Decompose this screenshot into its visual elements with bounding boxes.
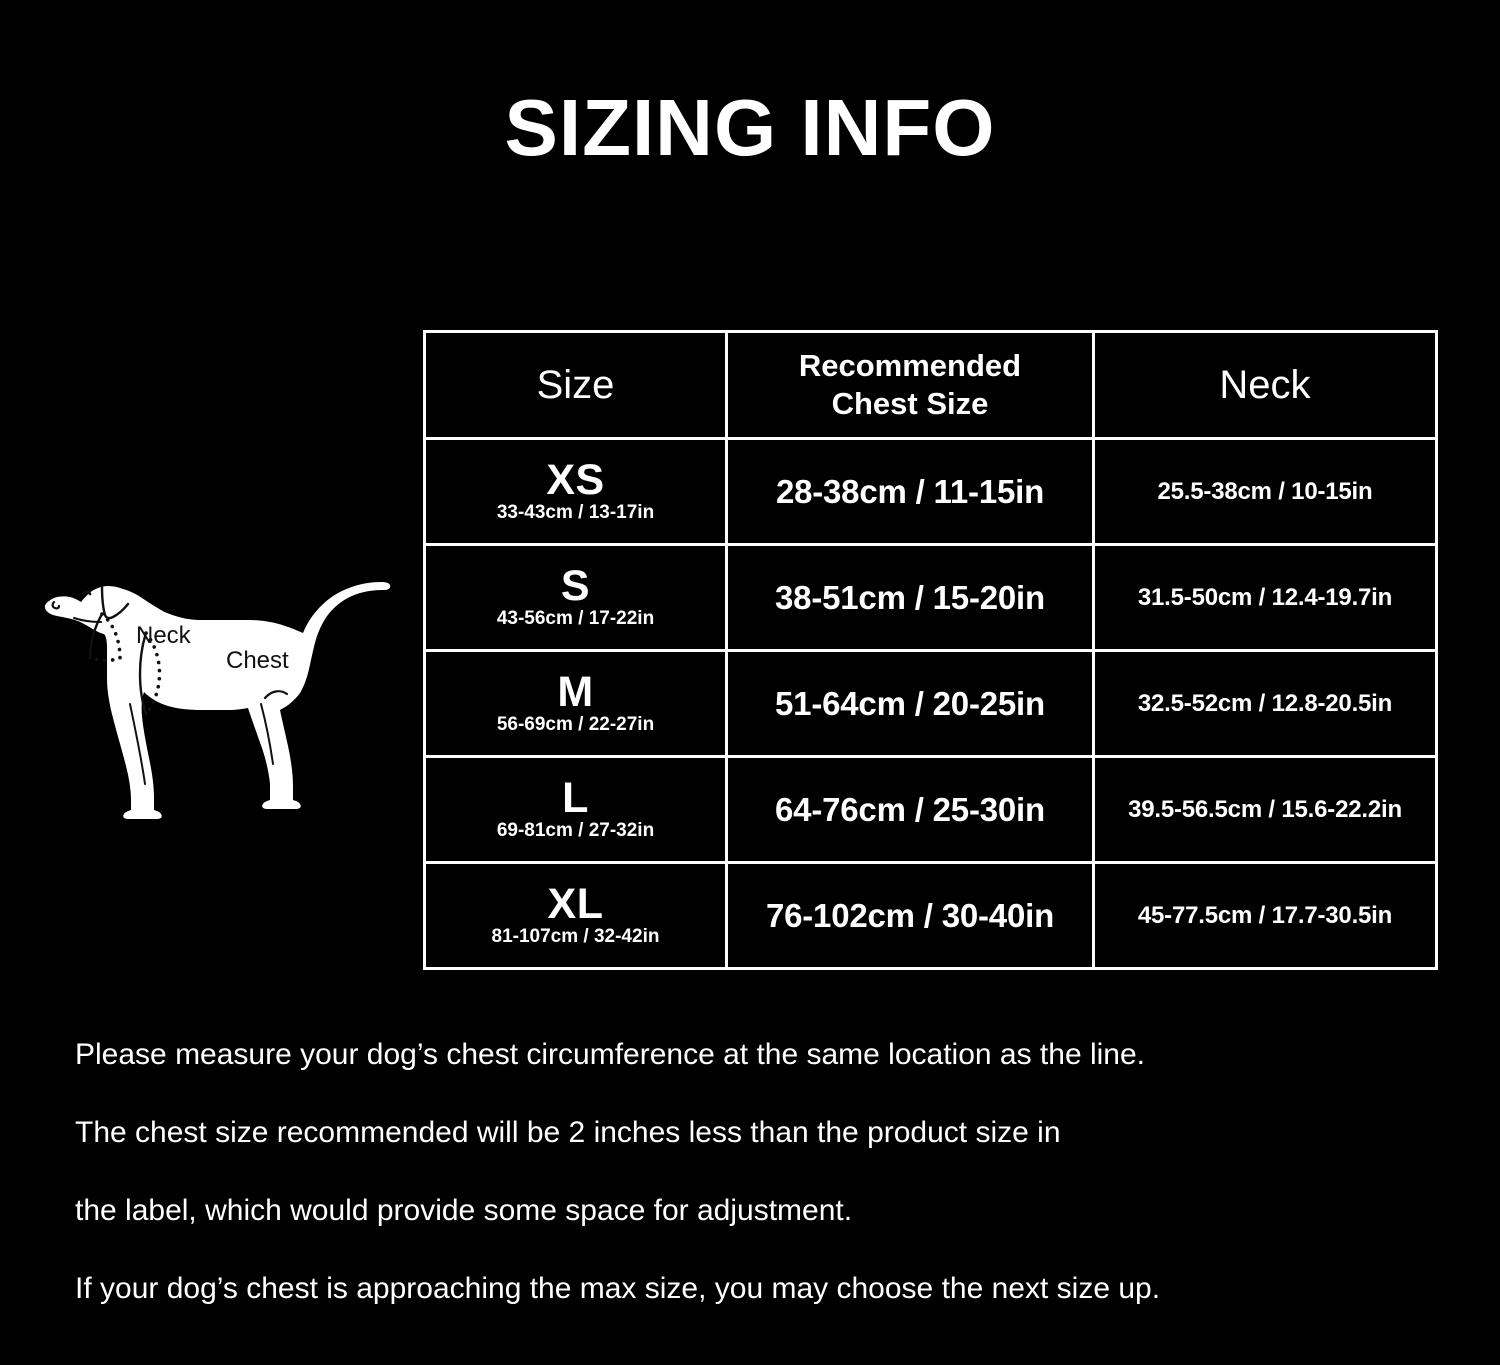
cell-chest-s: 38-51cm / 15-20in bbox=[725, 543, 1095, 652]
dog-nose-detail bbox=[51, 600, 61, 610]
table-row: XL 81-107cm / 32-42in 76-102cm / 30-40in… bbox=[423, 861, 1438, 970]
header-chest-line2: Chest Size bbox=[831, 386, 989, 421]
dog-body-shape bbox=[44, 582, 391, 819]
neck-measure-label: Neck bbox=[136, 622, 191, 649]
chest-measure-label: Chest bbox=[226, 647, 289, 674]
dog-eye bbox=[81, 590, 92, 596]
cell-chest-xl: 76-102cm / 30-40in bbox=[725, 861, 1095, 970]
cell-size-l: L 69-81cm / 27-32in bbox=[423, 755, 728, 864]
note-line-3: the label, which would provide some spac… bbox=[75, 1194, 853, 1227]
size-range: 33-43cm / 13-17in bbox=[496, 502, 655, 524]
note-line-2: The chest size recommended will be 2 inc… bbox=[75, 1116, 1061, 1149]
size-code: M bbox=[557, 667, 594, 716]
note-line-4: If your dog’s chest is approaching the m… bbox=[75, 1272, 1161, 1305]
dog-silhouette-icon bbox=[44, 582, 391, 819]
cell-size-m: M 56-69cm / 22-27in bbox=[423, 649, 728, 758]
cell-neck-m: 32.5-52cm / 12.8-20.5in bbox=[1092, 649, 1438, 758]
cell-size-xs: XS 33-43cm / 13-17in bbox=[423, 437, 728, 546]
size-range: 69-81cm / 27-32in bbox=[496, 820, 655, 842]
cell-neck-xs: 25.5-38cm / 10-15in bbox=[1092, 437, 1438, 546]
size-code: XL bbox=[547, 879, 604, 928]
chest-measure-solid bbox=[138, 631, 148, 716]
size-code: XS bbox=[546, 455, 605, 504]
table-header-row: Size Recommended Chest Size Neck bbox=[423, 330, 1438, 440]
size-range: 56-69cm / 22-27in bbox=[496, 714, 655, 736]
dog-ear bbox=[100, 584, 130, 620]
cell-neck-s: 31.5-50cm / 12.4-19.7in bbox=[1092, 543, 1438, 652]
cell-chest-xs: 28-38cm / 11-15in bbox=[725, 437, 1095, 546]
chest-measure-dotted bbox=[144, 631, 162, 716]
size-code: S bbox=[560, 561, 591, 610]
cell-chest-m: 51-64cm / 20-25in bbox=[725, 649, 1095, 758]
table-row: M 56-69cm / 22-27in 51-64cm / 20-25in 32… bbox=[423, 649, 1438, 758]
cell-size-s: S 43-56cm / 17-22in bbox=[423, 543, 728, 652]
table-row: XS 33-43cm / 13-17in 28-38cm / 11-15in 2… bbox=[423, 437, 1438, 546]
page-title: SIZING INFO bbox=[504, 83, 996, 172]
size-code: L bbox=[562, 773, 589, 822]
header-chest-line1: Recommended bbox=[798, 348, 1022, 384]
table-row: S 43-56cm / 17-22in 38-51cm / 15-20in 31… bbox=[423, 543, 1438, 652]
header-neck: Neck bbox=[1092, 330, 1438, 440]
neck-measure-solid bbox=[88, 612, 104, 660]
cell-neck-xl: 45-77.5cm / 17.7-30.5in bbox=[1092, 861, 1438, 970]
header-size: Size bbox=[423, 330, 728, 440]
dog-front-leg-line bbox=[129, 703, 146, 785]
dog-diagram bbox=[18, 528, 418, 858]
neck-measure-dotted bbox=[88, 612, 122, 663]
size-range: 43-56cm / 17-22in bbox=[496, 608, 655, 630]
note-line-1: Please measure your dog’s chest circumfe… bbox=[75, 1038, 1146, 1071]
cell-size-xl: XL 81-107cm / 32-42in bbox=[423, 861, 728, 970]
table-row: L 69-81cm / 27-32in 64-76cm / 25-30in 39… bbox=[423, 755, 1438, 864]
dog-haunch-line bbox=[263, 690, 289, 700]
size-range: 81-107cm / 32-42in bbox=[491, 926, 660, 948]
sizing-table: Size Recommended Chest Size Neck XS 33-4… bbox=[423, 330, 1438, 970]
cell-chest-l: 64-76cm / 25-30in bbox=[725, 755, 1095, 864]
notes-block: Please measure your dog’s chest circumfe… bbox=[75, 1040, 1435, 1304]
dog-hind-leg-line bbox=[260, 703, 274, 765]
cell-neck-l: 39.5-56.5cm / 15.6-22.2in bbox=[1092, 755, 1438, 864]
header-chest: Recommended Chest Size bbox=[725, 330, 1095, 440]
